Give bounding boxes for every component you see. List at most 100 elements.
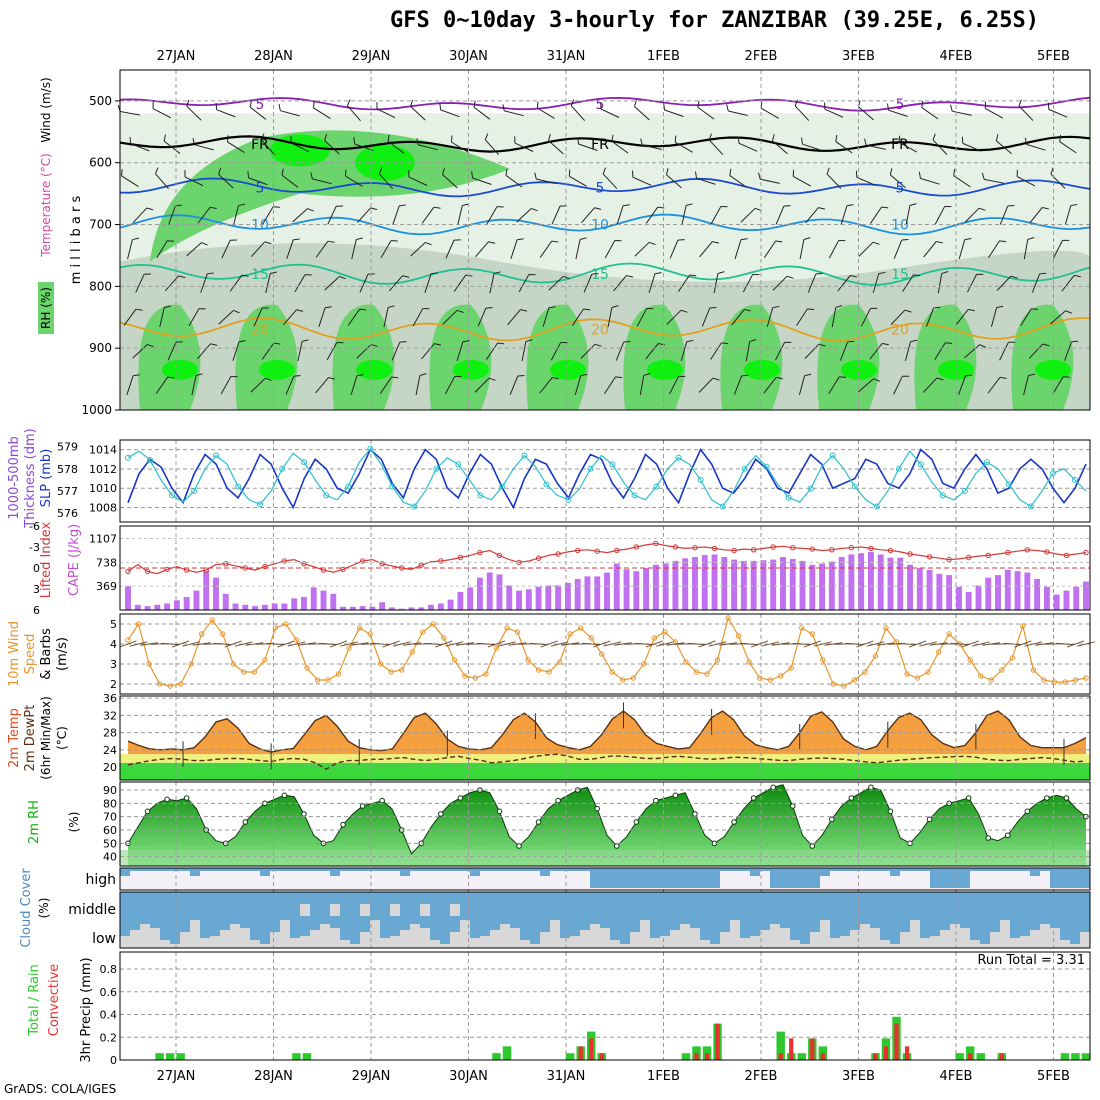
cape-bar: [760, 560, 767, 610]
wind-barb-flag: [772, 305, 780, 309]
wind10-barb: [140, 642, 159, 646]
wind-barb: [294, 274, 312, 293]
wind-barb-staff: [999, 342, 1009, 361]
cloud-low-bar: [850, 930, 860, 948]
precip-total-bar: [176, 1053, 185, 1060]
cape-bar: [320, 590, 327, 610]
wind-barb-staff: [347, 105, 361, 122]
wind-barb-staff: [475, 241, 489, 258]
wind-barb: [640, 138, 662, 151]
wind-barb-flag: [273, 206, 280, 208]
wind-speed-marker: [999, 667, 1005, 673]
wind-barb-staff: [796, 308, 808, 326]
cape-bar: [995, 575, 1001, 610]
wind-barb-flag: [818, 207, 826, 210]
cape-bar: [389, 607, 395, 610]
wind-barb: [568, 169, 587, 187]
wind-barb-staff: [798, 375, 806, 396]
cape-bar: [652, 564, 659, 610]
wind-barb-staff: [642, 144, 662, 151]
cape-bar: [467, 587, 474, 610]
wind-barb: [574, 373, 588, 396]
wind-barb-staff: [474, 377, 490, 393]
date-label-top: 28JAN: [254, 49, 293, 64]
wind-barb: [634, 241, 656, 257]
wind-barb-flag: [950, 104, 953, 112]
wind-barb: [156, 240, 174, 259]
wind-barb: [351, 237, 363, 260]
cape-bar: [868, 551, 874, 610]
wind10-barb-staff: [866, 641, 885, 647]
wind10-barb: [1066, 640, 1085, 648]
wind-barb-flag: [904, 309, 912, 313]
wind-barb-staff: [229, 274, 243, 292]
precip-tick-label: 0.2: [100, 1031, 118, 1044]
temp-line: [127, 710, 1087, 753]
cloud-high-bar: [780, 868, 790, 888]
wind-barb: [958, 237, 972, 260]
wind-barb: [726, 104, 748, 117]
cloud-low-bar: [770, 924, 780, 948]
wind-speed-marker: [241, 669, 247, 675]
wind-barb-staff: [1053, 240, 1063, 259]
cloud-low-bar: [420, 928, 430, 948]
wind-barb-flag: [310, 172, 313, 179]
precip-convective-bar: [789, 1038, 794, 1060]
precip-convective-bar: [894, 1023, 899, 1060]
wind-barb-staff: [250, 377, 266, 393]
wind-barb-flag: [643, 373, 651, 376]
wind-barb-staff: [664, 109, 684, 118]
wind10-barb: [424, 642, 443, 646]
wind-barb: [326, 342, 344, 361]
wind-barb-flag: [614, 240, 622, 242]
wind-speed-marker: [883, 625, 889, 631]
wind10-barb-staff: [645, 640, 663, 648]
wind-barb-staff: [639, 375, 645, 396]
lifted-index-marker: [633, 544, 640, 550]
lifted-index-marker: [340, 566, 346, 573]
cloud-high-bar: [450, 868, 460, 871]
wind-speed-marker: [978, 673, 984, 679]
wind-barb-staff: [548, 275, 564, 291]
lifted-index-marker: [535, 555, 542, 561]
wind-frame: [119, 613, 1091, 695]
lifted-tick-label: -6: [29, 520, 40, 533]
wind-speed-marker: [1051, 679, 1058, 685]
wind-barb-flag: [129, 136, 132, 144]
wind-speed-marker: [799, 625, 805, 631]
rh2m-marker: [829, 816, 835, 823]
wind-speed-marker: [430, 621, 436, 627]
cape-bar: [701, 555, 708, 610]
cloud-mid-bar: [330, 904, 340, 916]
wind-barb: [733, 374, 749, 395]
wind-barb-staff: [188, 308, 200, 327]
cape-bar: [408, 607, 415, 610]
wind-barb-flag: [548, 133, 551, 141]
wind-barb-staff: [987, 376, 1001, 394]
wind-speed-marker: [830, 681, 837, 687]
rh-bright-patch: [162, 359, 198, 380]
wind-barb-staff: [1064, 341, 1072, 361]
rh2m-marker: [301, 811, 307, 817]
rh2m-marker: [848, 795, 855, 801]
wind-barb: [837, 275, 857, 292]
wind-barb: [510, 238, 524, 259]
rh2m-marker: [965, 795, 972, 801]
wind-barb-flag: [163, 134, 166, 142]
wind-barb-staff: [418, 144, 438, 151]
lifted-index-marker: [653, 540, 659, 547]
wind-barb: [918, 171, 940, 185]
wind-barb-flag: [132, 237, 140, 241]
wind-barb-flag: [685, 203, 693, 206]
rh2m-tick-label: 80: [103, 797, 117, 810]
wind-speed-marker: [620, 677, 626, 683]
cloud-low-bar: [930, 936, 940, 948]
wind-barb: [858, 241, 880, 257]
cape-bar: [545, 585, 552, 610]
thickness-marker: [543, 481, 550, 488]
wind-barb: [444, 375, 462, 395]
wind-barb-flag: [591, 273, 599, 275]
wind10-barb-staff: [403, 642, 422, 646]
cape-bar: [398, 608, 405, 610]
cloud-low-bar: [910, 920, 920, 948]
